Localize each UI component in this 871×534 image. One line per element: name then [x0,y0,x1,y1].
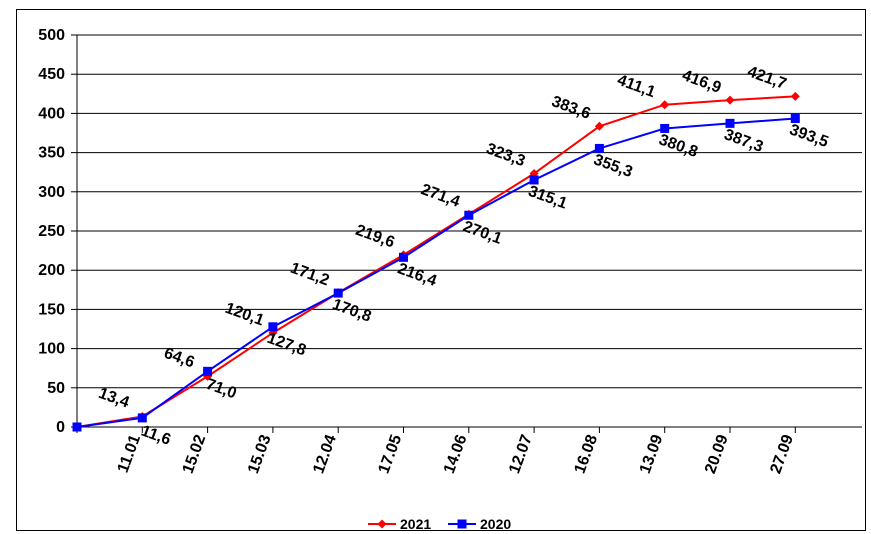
y-tick-label: 400 [38,105,65,122]
point-marker-2020 [72,422,82,432]
x-tick-label: 20.09 [702,432,732,476]
y-tick-label: 300 [38,184,65,201]
point-marker-2021 [660,100,670,110]
point-marker-2020 [660,123,670,133]
x-tick-label: 12.04 [310,432,340,476]
x-tick-label: 11.01 [115,432,144,475]
y-tick-label: 450 [38,66,65,83]
point-marker-2021 [594,121,604,131]
x-tick-label: 15.02 [180,432,210,476]
data-label-2020: 315,1 [526,183,570,213]
data-label-2021: 383,6 [549,93,593,123]
y-tick-label: 100 [38,341,65,358]
y-tick-label: 500 [38,27,65,44]
legend-marker-2020 [457,519,467,529]
x-tick-label: 27.09 [767,432,797,476]
point-marker-2020 [333,288,343,298]
point-marker-2020 [594,143,604,153]
legend-marker-2021 [377,519,387,529]
point-marker-2020 [203,366,213,376]
data-label-2020: 387,3 [722,126,766,156]
point-marker-2020 [725,118,735,128]
point-marker-2020 [529,175,539,185]
series-line-2021 [76,95,796,428]
y-tick-label: 200 [38,262,65,279]
data-labels: 13,464,6120,1171,2219,6271,4323,3383,641… [96,63,830,449]
legend-label-2020: 2020 [480,516,511,532]
legend-label-2021: 2021 [400,516,431,532]
x-tick-label: 16.08 [571,432,601,476]
y-axis-tick-labels: 0 50 100 150 200 250 300 350 400 450 500 [38,27,65,436]
y-tick-label: 0 [56,419,65,436]
axes [71,34,862,433]
data-label-2020: 11,6 [139,423,173,449]
x-tick-label: 12.07 [506,432,536,476]
data-label-2020: 170,8 [330,296,374,326]
x-tick-label: 15.03 [245,432,275,476]
series-line-2020 [76,117,796,428]
grid-lines [77,34,862,389]
data-label-2020: 270,1 [461,218,505,248]
point-marker-2020 [790,113,800,123]
data-label-2020: 127,8 [265,330,309,360]
data-label-2021: 120,1 [223,300,267,330]
data-label-2021: 411,1 [615,72,658,101]
data-label-2020: 393,5 [787,121,831,151]
point-marker-2021 [790,91,800,101]
x-tick-label: 13.09 [637,432,667,476]
y-tick-label: 150 [38,301,65,318]
point-marker-2020 [399,252,408,262]
point-marker-2021 [725,95,735,105]
data-label-2021: 416,9 [680,67,724,97]
data-label-2020: 71,0 [204,376,239,403]
data-label-2021: 13,4 [96,385,131,412]
point-marker-2020 [268,322,278,332]
data-label-2021: 171,2 [288,260,332,290]
series [72,91,800,432]
x-axis-tick-labels: 11.01 15.02 15.03 12.04 17.05 14.06 12.07 16.08… [115,432,797,476]
point-marker-2020 [137,413,147,423]
point-marker-2020 [464,210,474,220]
data-label-2020: 355,3 [591,151,635,181]
x-tick-label: 14.06 [441,432,471,476]
legend: 2021 2020 [368,516,511,532]
data-label-2021: 219,6 [353,222,397,252]
data-label-2021: 271,4 [419,181,463,211]
data-label-2020: 380,8 [657,131,701,161]
data-label-2021: 421,7 [745,63,789,93]
y-tick-label: 250 [38,223,65,240]
data-label-2021: 323,3 [484,140,528,170]
data-label-2020: 216,4 [395,260,439,290]
y-tick-label: 50 [47,380,65,397]
x-tick-label: 17.05 [376,432,406,476]
y-tick-label: 350 [38,145,65,162]
